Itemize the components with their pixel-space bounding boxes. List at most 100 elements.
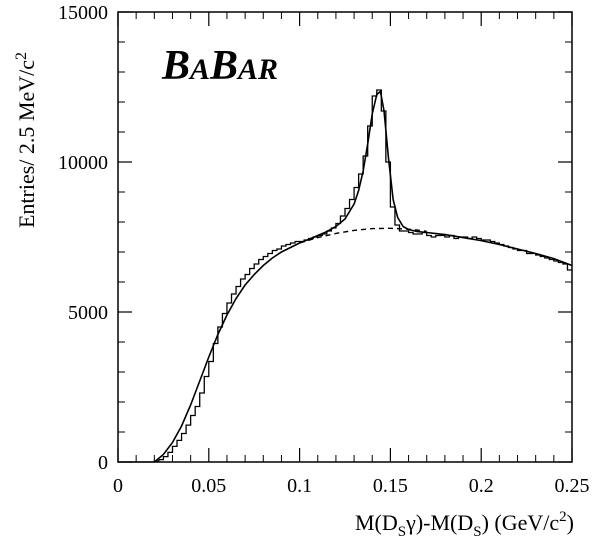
y-tick-label: 0 bbox=[98, 452, 108, 474]
histogram-bin bbox=[445, 237, 450, 462]
histogram-bin bbox=[472, 237, 477, 462]
histogram-bin bbox=[300, 242, 305, 463]
histogram-bin bbox=[345, 209, 350, 463]
x-tick-label: 0.15 bbox=[373, 475, 408, 497]
histogram-bin bbox=[209, 362, 214, 463]
series-group bbox=[118, 89, 573, 463]
histogram-bin bbox=[409, 233, 414, 463]
histogram-bin bbox=[527, 254, 532, 463]
histogram-bin bbox=[554, 261, 559, 462]
histogram-bin bbox=[350, 200, 355, 463]
plot-border bbox=[117, 11, 573, 463]
histogram-bin bbox=[499, 245, 504, 463]
histogram-bin bbox=[277, 249, 282, 462]
histogram-bin bbox=[404, 231, 409, 462]
histogram-bin bbox=[213, 344, 218, 463]
histogram-bin bbox=[513, 249, 518, 462]
histogram-bin bbox=[372, 96, 377, 462]
histogram-bin bbox=[295, 242, 300, 463]
plot-frame bbox=[117, 11, 573, 463]
histogram-bin bbox=[431, 237, 436, 462]
histogram-bin bbox=[291, 243, 296, 462]
histogram-bin bbox=[172, 446, 177, 462]
x-tick-label: 0.1 bbox=[287, 475, 312, 497]
histogram-series bbox=[118, 89, 572, 463]
histogram-bin bbox=[200, 393, 205, 462]
histogram-bin bbox=[368, 126, 373, 462]
histogram-bin bbox=[272, 251, 277, 463]
histogram-bin bbox=[259, 260, 264, 463]
histogram-bin bbox=[177, 440, 182, 462]
histogram-bin bbox=[440, 236, 445, 463]
histogram-bin bbox=[336, 224, 341, 463]
histogram-bin bbox=[263, 257, 268, 463]
histogram-bin bbox=[381, 111, 386, 462]
histogram-bin bbox=[463, 237, 468, 462]
histogram-bin bbox=[186, 425, 191, 462]
histogram-bin bbox=[218, 327, 223, 462]
histogram-bin bbox=[318, 236, 323, 463]
histogram-bin bbox=[486, 240, 491, 462]
histogram-bin bbox=[286, 245, 291, 463]
histogram-bin bbox=[191, 416, 196, 463]
histogram-bin bbox=[354, 188, 359, 463]
histogram-bin bbox=[518, 251, 523, 463]
y-tick-label: 5000 bbox=[68, 302, 108, 324]
histogram-bin bbox=[508, 248, 513, 463]
histogram-bin bbox=[250, 269, 255, 463]
histogram-bin bbox=[309, 239, 314, 463]
histogram-bin bbox=[245, 275, 250, 463]
fit-total-curve bbox=[153, 90, 573, 463]
histogram-bin bbox=[536, 255, 541, 462]
histogram-bin bbox=[377, 90, 382, 462]
x-tick-label: 0.25 bbox=[555, 475, 590, 497]
histogram-bin bbox=[490, 242, 495, 463]
histogram-bin bbox=[449, 236, 454, 463]
histogram-bin bbox=[459, 237, 464, 462]
histogram-bin bbox=[422, 233, 427, 463]
histogram-bin bbox=[268, 254, 273, 463]
histogram-bin bbox=[495, 243, 500, 462]
histogram-bin bbox=[227, 303, 232, 462]
x-axis-title: M(DSγ)-M(DS) (GeV/c2) bbox=[355, 509, 574, 540]
histogram-bin bbox=[522, 251, 527, 463]
histogram-bin bbox=[545, 258, 550, 462]
histogram-bin bbox=[241, 279, 246, 462]
y-axis-title: Entries/ 2.5 MeV/c2 bbox=[13, 52, 39, 228]
histogram-bin bbox=[454, 239, 459, 463]
histogram-bin bbox=[195, 407, 200, 463]
histogram-bin bbox=[436, 236, 441, 463]
histogram-bin bbox=[313, 237, 318, 462]
histogram-bin bbox=[340, 216, 345, 462]
histogram-bin bbox=[222, 314, 227, 463]
histogram-bin bbox=[558, 263, 563, 463]
histogram-bin bbox=[204, 377, 209, 463]
histogram-bin bbox=[531, 254, 536, 463]
histogram-outline bbox=[118, 89, 572, 463]
x-tick-label: 0 bbox=[113, 475, 123, 497]
tick-labels: 0 0.05 0.1 0.15 0.2 0.25 0 5000 10000 15000 bbox=[58, 2, 590, 497]
x-tick-label: 0.05 bbox=[191, 475, 226, 497]
histogram-bin bbox=[418, 234, 423, 462]
histogram-bin bbox=[232, 294, 237, 462]
histogram-bin bbox=[236, 287, 241, 463]
histogram-bin bbox=[331, 228, 336, 462]
histogram-bin bbox=[386, 162, 391, 462]
histogram-bin bbox=[304, 240, 309, 462]
y-tick-label: 10000 bbox=[58, 152, 108, 174]
histogram-bin bbox=[281, 246, 286, 462]
histogram-bin bbox=[327, 231, 332, 462]
histogram-bin bbox=[427, 236, 432, 463]
histogram-bin bbox=[413, 234, 418, 462]
histogram-bin bbox=[549, 260, 554, 463]
histogram-bin bbox=[477, 239, 482, 463]
histogram-bin bbox=[163, 457, 168, 462]
histogram-bin bbox=[399, 231, 404, 462]
histogram-bin bbox=[254, 264, 259, 462]
histogram-bin bbox=[168, 452, 173, 462]
histogram-bin bbox=[468, 239, 473, 463]
x-tick-label: 0.2 bbox=[469, 475, 494, 497]
histogram-bin bbox=[540, 257, 545, 463]
axis-ticks bbox=[117, 11, 573, 463]
